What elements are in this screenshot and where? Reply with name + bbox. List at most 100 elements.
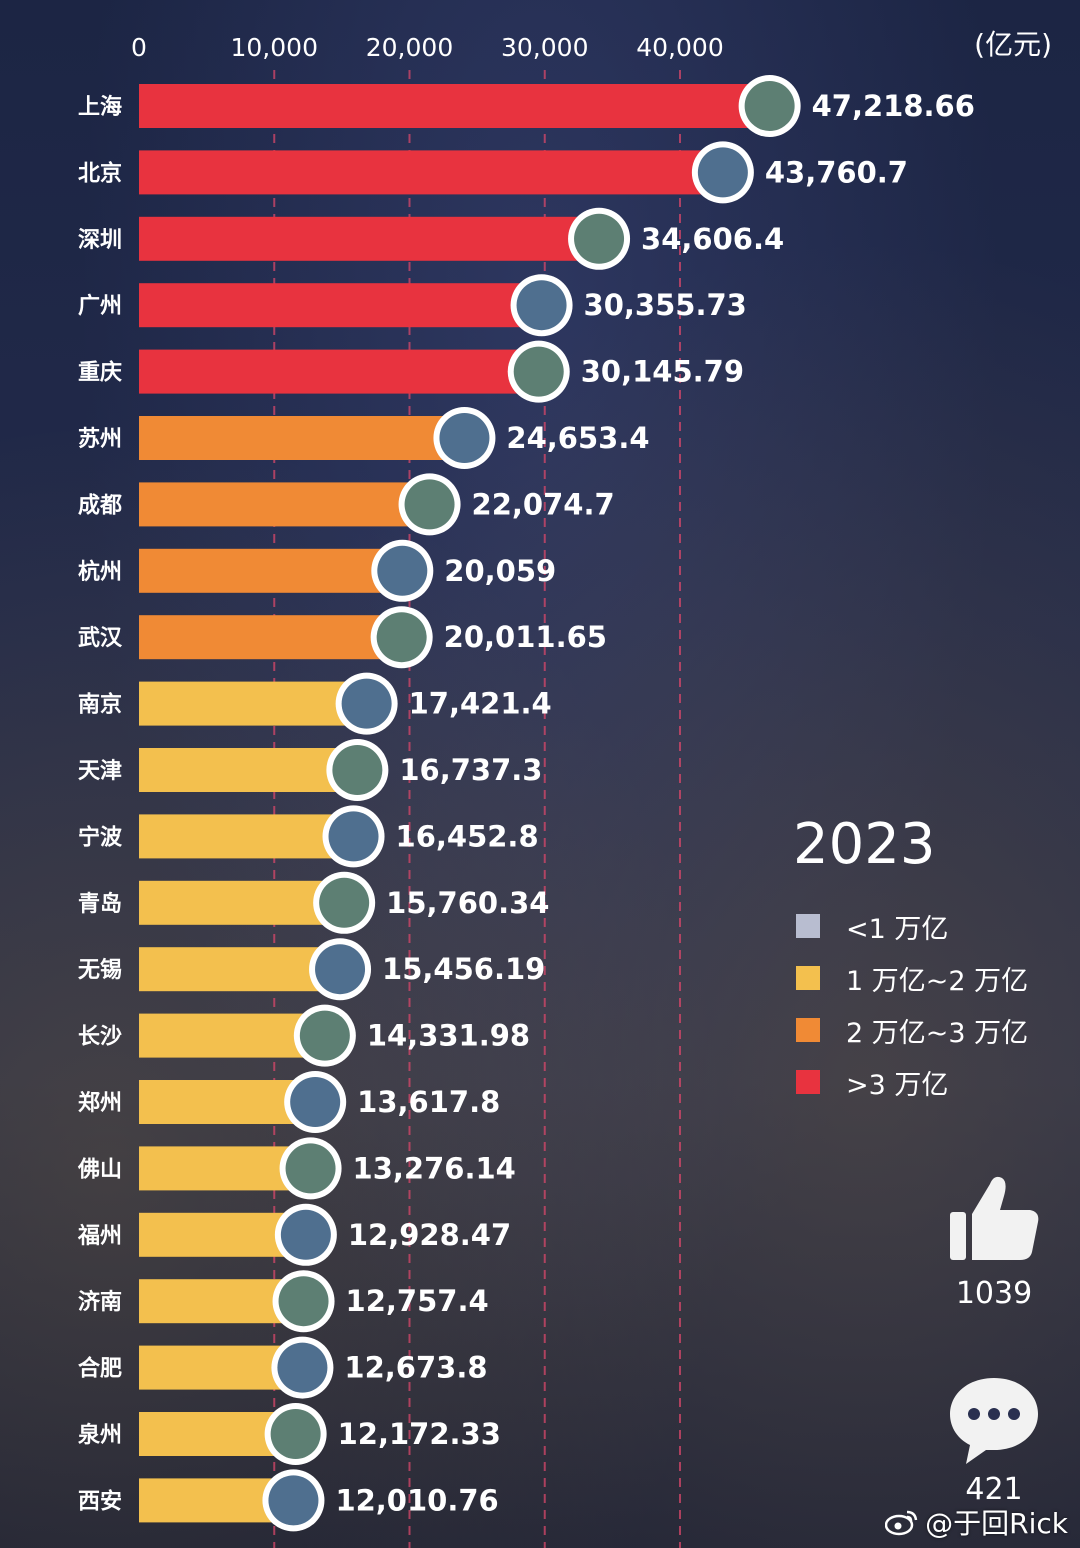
- watermark-text: @于回Rick: [925, 1507, 1068, 1540]
- city-photo-icon: [299, 1010, 350, 1061]
- city-photo-icon: [574, 213, 625, 264]
- watermark: @于回Rick: [885, 1502, 1068, 1542]
- city-label: 福州: [77, 1224, 122, 1249]
- value-label: 17,421.4: [409, 687, 552, 721]
- bar: [139, 150, 731, 195]
- value-label: 47,218.66: [812, 89, 975, 123]
- city-photo-icon: [278, 1276, 329, 1327]
- city-label: 苏州: [78, 426, 122, 452]
- city-photo-icon: [285, 1143, 336, 1194]
- city-photo-icon: [516, 280, 567, 331]
- legend-label: 1 万亿~2 万亿: [846, 965, 1029, 997]
- city-label: 宁波: [78, 824, 123, 850]
- like-button[interactable]: 1039: [946, 1170, 1042, 1311]
- value-label: 12,673.8: [344, 1351, 487, 1385]
- speech-bubble-icon: [950, 1378, 1038, 1464]
- weibo-icon: [885, 1510, 918, 1536]
- city-label: 西安: [78, 1488, 122, 1514]
- unit-label: (亿元): [974, 28, 1052, 61]
- city-photo-icon: [280, 1209, 331, 1260]
- value-label: 12,010.76: [335, 1483, 498, 1517]
- legend-swatch: [796, 966, 820, 990]
- legend-item-above-3: >3 万亿: [796, 1056, 1028, 1108]
- city-photo-icon: [315, 944, 366, 995]
- bar: [139, 482, 438, 527]
- legend-swatch: [796, 914, 820, 938]
- legend-swatch: [796, 1070, 820, 1094]
- legend-swatch: [796, 1018, 820, 1042]
- city-photo-icon: [513, 346, 564, 397]
- city-photo-icon: [439, 413, 490, 463]
- city-photo-icon: [332, 745, 383, 795]
- comment-button[interactable]: 421: [944, 1372, 1044, 1507]
- city-photo-icon: [328, 811, 379, 862]
- city-photo-icon: [268, 1475, 319, 1526]
- legend-item-2-to-3: 2 万亿~3 万亿: [796, 1004, 1028, 1056]
- city-label: 重庆: [78, 360, 122, 386]
- city-label: 武汉: [78, 626, 123, 651]
- value-label: 43,760.7: [765, 155, 908, 189]
- city-label: 北京: [78, 160, 122, 186]
- legend-item-1-to-2: 1 万亿~2 万亿: [796, 952, 1028, 1004]
- value-label: 22,074.7: [472, 487, 615, 521]
- city-label: 青岛: [78, 891, 122, 917]
- value-label: 24,653.4: [506, 421, 649, 455]
- value-label: 12,757.4: [346, 1284, 489, 1318]
- city-photo-icon: [319, 877, 370, 928]
- bar: [139, 349, 547, 394]
- city-label: 杭州: [78, 559, 122, 585]
- city-label: 成都: [78, 493, 122, 518]
- value-label: 20,011.65: [444, 620, 607, 654]
- legend: <1 万亿 1 万亿~2 万亿 2 万亿~3 万亿 >3 万亿: [796, 900, 1028, 1108]
- value-label: 14,331.98: [367, 1019, 530, 1053]
- value-label: 16,452.8: [396, 819, 539, 853]
- value-label: 30,145.79: [581, 355, 744, 389]
- city-label: 广州: [78, 293, 122, 319]
- city-label: 天津: [78, 758, 122, 784]
- bar: [139, 615, 410, 660]
- x-tick-label: 0: [131, 33, 147, 62]
- city-label: 佛山: [77, 1157, 122, 1182]
- city-label: 上海: [78, 94, 122, 120]
- city-label: 郑州: [78, 1091, 122, 1116]
- value-label: 12,172.33: [338, 1417, 501, 1451]
- x-tick-label: 40,000: [636, 33, 723, 62]
- x-tick-label: 30,000: [501, 33, 588, 62]
- x-tick-label: 20,000: [366, 33, 453, 62]
- value-label: 30,355.73: [584, 288, 747, 322]
- city-label: 深圳: [78, 228, 122, 253]
- comment-count: 421: [965, 1472, 1023, 1507]
- value-label: 13,617.8: [357, 1085, 500, 1119]
- year-label: 2023: [793, 812, 936, 877]
- city-label: 合肥: [78, 1356, 122, 1382]
- legend-label: >3 万亿: [846, 1069, 949, 1101]
- city-photo-icon: [341, 678, 392, 729]
- like-count: 1039: [955, 1276, 1033, 1311]
- city-photo-icon: [376, 612, 427, 663]
- city-label: 泉州: [78, 1422, 122, 1448]
- city-photo-icon: [270, 1409, 321, 1459]
- thumbs-up-icon: [950, 1176, 1039, 1260]
- value-label: 15,456.19: [382, 952, 545, 986]
- legend-label: 2 万亿~3 万亿: [846, 1017, 1029, 1049]
- city-photo-icon: [277, 1342, 328, 1393]
- value-label: 34,606.4: [641, 222, 784, 256]
- legend-item-under-1: <1 万亿: [796, 900, 1028, 952]
- bar: [139, 681, 375, 726]
- city-label: 无锡: [78, 958, 122, 983]
- city-label: 南京: [78, 692, 122, 718]
- bar: [139, 548, 411, 593]
- bar: [139, 84, 778, 128]
- value-label: 20,059: [444, 554, 556, 588]
- legend-label: <1 万亿: [846, 913, 949, 945]
- city-photo-icon: [744, 81, 795, 131]
- city-photo-icon: [290, 1077, 341, 1127]
- value-label: 15,760.34: [386, 886, 549, 920]
- city-photo-icon: [377, 545, 428, 596]
- value-label: 16,737.3: [399, 753, 542, 787]
- value-label: 12,928.47: [348, 1218, 511, 1252]
- city-label: 长沙: [78, 1025, 122, 1050]
- x-tick-label: 10,000: [231, 33, 318, 62]
- city-label: 济南: [78, 1289, 122, 1315]
